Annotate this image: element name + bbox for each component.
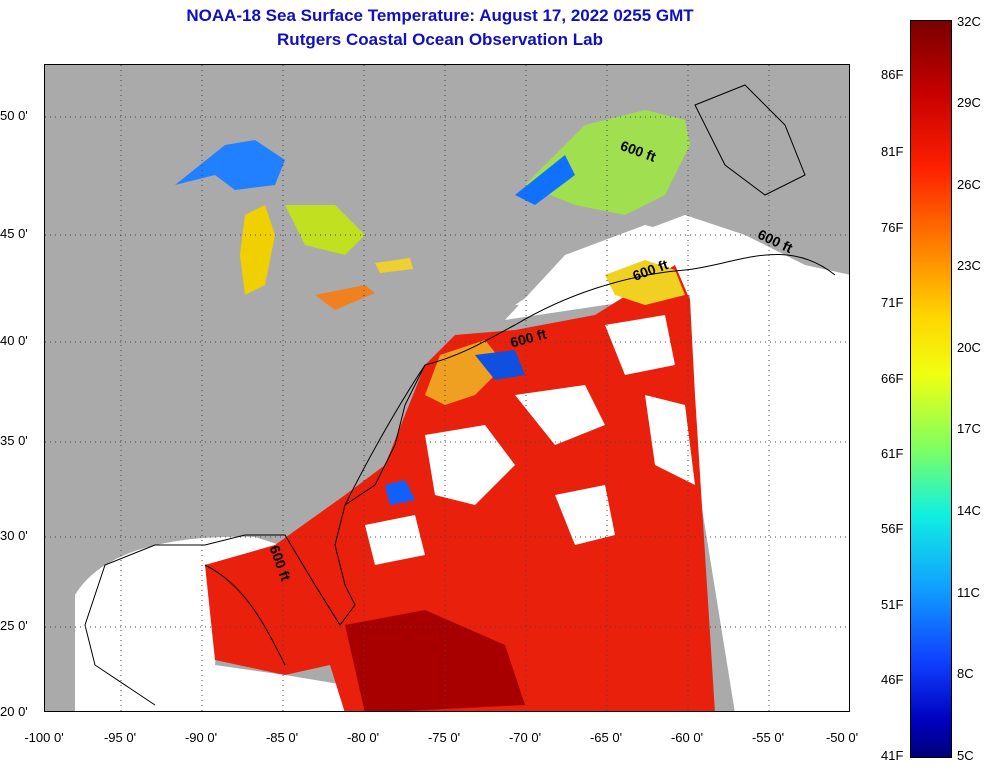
st-lawrence-blue xyxy=(515,155,575,205)
atlantic-nodata xyxy=(515,215,849,711)
map-subtitle: Rutgers Coastal Ocean Observation Lab xyxy=(277,30,603,49)
lat-tick-label: 45 0' xyxy=(0,226,28,241)
lat-tick-label: 40 0' xyxy=(0,333,28,348)
colorbar-f-label: 61F xyxy=(881,446,904,461)
gulf-maine-sst xyxy=(605,260,685,305)
caribbean-hot xyxy=(345,610,525,711)
colorbar-c-label: 29C xyxy=(957,95,981,110)
cloud-2 xyxy=(515,385,605,445)
cloud-3 xyxy=(605,315,675,375)
lon-tick-label: -100 0' xyxy=(24,730,64,745)
newfoundland xyxy=(694,84,806,196)
graticule xyxy=(45,65,849,711)
colorbar-c-label: 17C xyxy=(957,421,981,436)
sst-map xyxy=(44,64,850,712)
lat-tick-label: 35 0' xyxy=(0,433,28,448)
lat-tick-label: 30 0' xyxy=(0,528,28,543)
colorbar-c-label: 5C xyxy=(957,748,974,763)
contour-600ft xyxy=(204,254,836,666)
colorbar-f-label: 86F xyxy=(881,67,904,82)
lake-michigan xyxy=(240,205,275,295)
colorbar-c-label: 14C xyxy=(957,503,981,518)
map-title: NOAA-18 Sea Surface Temperature: August … xyxy=(186,6,694,25)
lake-ontario xyxy=(375,258,413,273)
lon-tick-label: -50 0' xyxy=(825,730,859,745)
lake-huron xyxy=(285,205,365,255)
colorbar-f-label: 76F xyxy=(881,220,904,235)
lon-tick-label: -95 0' xyxy=(103,730,137,745)
lat-tick-label: 50 0' xyxy=(0,108,28,123)
colorbar-c-label: 11C xyxy=(957,585,980,600)
colorbar-f-label: 66F xyxy=(881,371,904,386)
st-lawrence-sst xyxy=(525,110,690,215)
colorbar-c-label: 8C xyxy=(957,666,974,681)
sst-map-graphic xyxy=(45,65,849,711)
shelf-blue xyxy=(475,350,525,380)
colorbar-f-label: 81F xyxy=(881,144,904,159)
temperature-colorbar xyxy=(910,20,952,758)
colorbar-f-label: 51F xyxy=(881,597,904,612)
colorbar-f-label: 41F xyxy=(881,748,904,763)
cloud-4 xyxy=(645,395,695,485)
gulfstream-blue xyxy=(385,480,415,505)
colorbar-c-label: 26C xyxy=(957,177,981,192)
lon-tick-label: -90 0' xyxy=(184,730,218,745)
colorbar-f-label: 46F xyxy=(881,672,904,687)
coastline-east xyxy=(84,364,426,706)
colorbar-f-label: 71F xyxy=(881,295,904,310)
colorbar-c-label: 23C xyxy=(957,258,981,273)
lon-tick-label: -65 0' xyxy=(589,730,623,745)
lon-tick-label: -80 0' xyxy=(346,730,380,745)
lon-tick-label: -60 0' xyxy=(670,730,704,745)
lake-erie xyxy=(315,285,375,310)
cloud-5 xyxy=(555,485,615,545)
colorbar-f-label: 56F xyxy=(881,521,904,536)
lon-tick-label: -55 0' xyxy=(751,730,785,745)
lon-tick-label: -75 0' xyxy=(427,730,461,745)
lon-tick-label: -85 0' xyxy=(265,730,299,745)
lat-tick-label: 25 0' xyxy=(0,618,28,633)
lake-superior xyxy=(175,140,285,190)
colorbar-c-label: 20C xyxy=(957,340,981,355)
lat-tick-label: 20 0' xyxy=(0,704,28,719)
cloud-1 xyxy=(425,425,515,505)
colorbar-c-label: 32C xyxy=(957,14,981,29)
cloud-6 xyxy=(365,515,425,565)
lon-tick-label: -70 0' xyxy=(508,730,542,745)
